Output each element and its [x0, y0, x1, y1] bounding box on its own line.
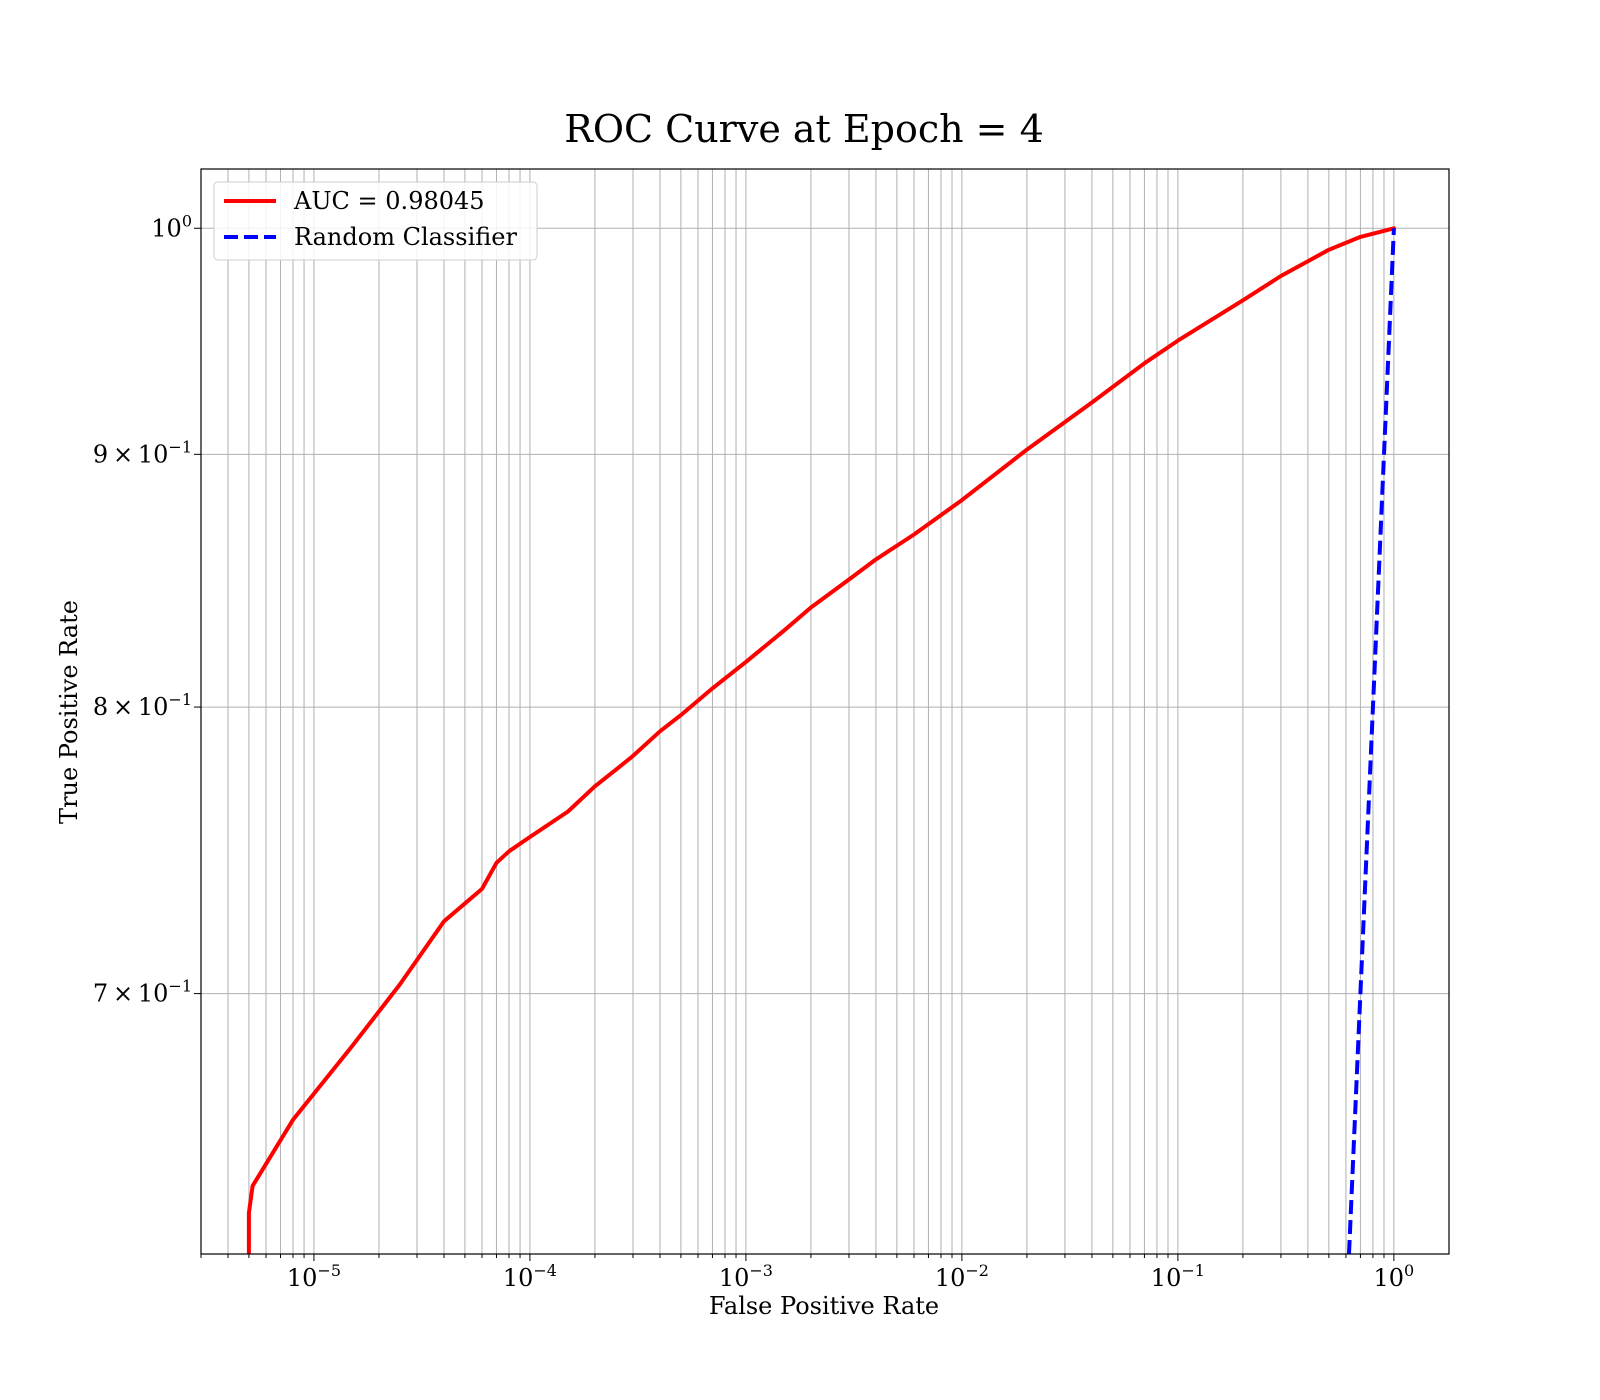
x-tick-label: 10−4: [503, 1261, 557, 1292]
roc-curve-line: [246, 226, 1396, 1254]
random-classifier-line: [1347, 228, 1396, 1254]
y-tick-label: 8 × 10−1: [93, 690, 192, 721]
grid-lines: [200, 169, 1449, 1254]
x-tick-label: 10−5: [287, 1261, 341, 1292]
x-tick-label: 10−1: [1151, 1261, 1205, 1292]
legend-box: [213, 181, 538, 261]
x-tick-label: 10−3: [719, 1261, 773, 1292]
x-tick-label: 100: [1373, 1261, 1414, 1292]
chart-title: ROC Curve at Epoch = 4: [564, 107, 1044, 151]
y-axis-label: True Positive Rate: [55, 600, 83, 824]
axis-ticks: 10−5 10−4 10−3 10−2 10−1 100 7 × 10−1 8 × 10−1 9…: [93, 211, 1414, 1292]
plot-frame: [200, 168, 1450, 1255]
legend-label-random: Random Classifier: [294, 223, 517, 251]
legend: AUC = 0.98045 Random Classifier: [213, 181, 538, 261]
x-axis-label: False Positive Rate: [709, 1292, 939, 1320]
y-tick-label: 100: [151, 211, 192, 242]
y-tick-label: 7 × 10−1: [93, 977, 192, 1008]
legend-label-auc: AUC = 0.98045: [293, 187, 485, 215]
series-layer: [246, 226, 1396, 1254]
x-tick-label: 10−2: [935, 1261, 989, 1292]
y-tick-label: 9 × 10−1: [93, 437, 192, 468]
